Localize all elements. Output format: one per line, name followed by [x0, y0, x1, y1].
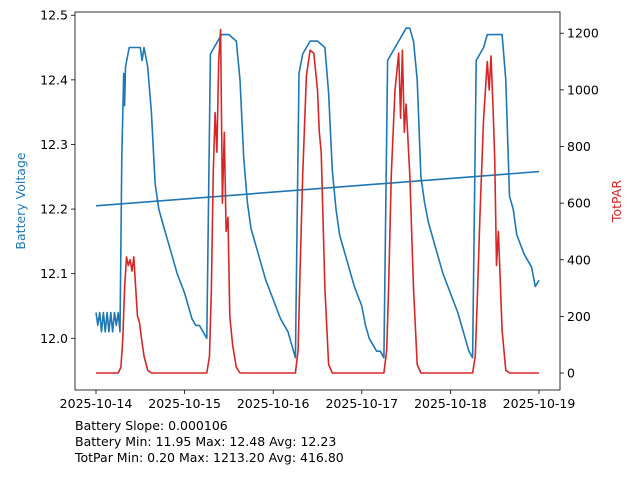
- left-axis-label: Battery Voltage: [13, 152, 28, 249]
- axes: 2025-10-14 2025-10-15 2025-10-16 2025-10-17…: [13, 8, 624, 411]
- x-tick-label: 2025-10-18: [414, 396, 487, 411]
- x-tick-label: 2025-10-14: [60, 396, 133, 411]
- right-y-tick-label: 1000: [567, 82, 599, 97]
- chart-svg: 2025-10-14 2025-10-15 2025-10-16 2025-10-17…: [13, 8, 624, 411]
- x-tick-label: 2025-10-15: [148, 396, 221, 411]
- right-y-tick-label: 1200: [567, 26, 599, 41]
- left-y-tick-label: 12.4: [40, 72, 68, 87]
- series-line-2: [96, 28, 539, 374]
- left-y-tick-label: 12.5: [40, 8, 68, 23]
- series-line-1: [95, 170, 540, 207]
- series-line-0: [95, 27, 540, 359]
- right-y-tick-label: 600: [567, 196, 591, 211]
- right-y-tick-label: 800: [567, 139, 591, 154]
- plot-area: [95, 27, 540, 374]
- x-tick-label: 2025-10-17: [325, 396, 398, 411]
- x-tick-label: 2025-10-19: [503, 396, 576, 411]
- battery-stats-text: Battery Min: 11.95 Max: 12.48 Avg: 12.23: [75, 434, 337, 449]
- left-y-tick-label: 12.1: [40, 266, 68, 281]
- left-y-tick-label: 12.0: [40, 331, 68, 346]
- right-axis-label: TotPAR: [609, 180, 624, 223]
- totpar-stats-text: TotPar Min: 0.20 Max: 1213.20 Avg: 416.8…: [75, 450, 344, 465]
- right-y-tick-label: 0: [567, 366, 575, 381]
- right-y-tick-label: 200: [567, 309, 591, 324]
- x-tick-label: 2025-10-16: [237, 396, 310, 411]
- axes-frame: [74, 11, 561, 391]
- battery-slope-text: Battery Slope: 0.000106: [75, 418, 228, 433]
- left-y-tick-label: 12.3: [40, 137, 68, 152]
- right-y-tick-label: 400: [567, 252, 591, 267]
- left-y-tick-label: 12.2: [40, 202, 68, 217]
